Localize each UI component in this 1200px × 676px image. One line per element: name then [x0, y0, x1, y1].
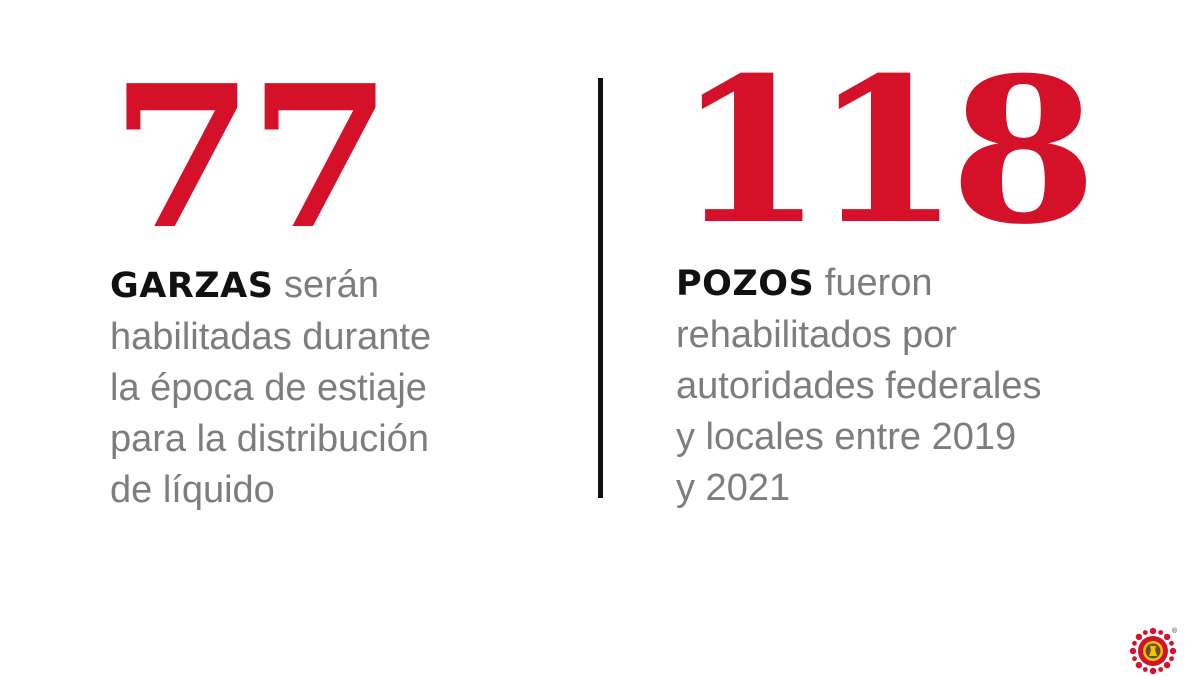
- description-line: habilitadas durante: [110, 316, 432, 358]
- description-line: la época de estiaje: [110, 367, 427, 409]
- stat-number-garzas: 77: [110, 43, 393, 273]
- description-line: autoridades federales: [676, 365, 1042, 407]
- description-line: POZOS fueron: [676, 258, 1176, 310]
- description-line: y locales entre 2019: [676, 416, 1017, 458]
- description-line: y 2021: [676, 467, 791, 509]
- stat-description-pozos: POZOS fueron rehabilitados por autoridad…: [676, 258, 1176, 514]
- stat-garzas: 77 GARZAS serán habilitadas durante la é…: [110, 60, 580, 516]
- sun-seal-icon: [1129, 627, 1177, 675]
- stat-keyword-garzas: GARZAS: [110, 266, 274, 306]
- vertical-divider: [598, 78, 603, 498]
- description-line: de líquido: [110, 469, 275, 511]
- stat-number-pozos: 118: [676, 34, 1097, 269]
- description-line: para la distribución: [110, 418, 429, 460]
- description-text: fueron: [814, 262, 933, 304]
- description-line: rehabilitados por: [676, 314, 957, 356]
- registered-mark: ®: [1172, 628, 1178, 635]
- stat-description-garzas: GARZAS serán habilitadas durante la époc…: [110, 260, 580, 516]
- stat-keyword-pozos: POZOS: [676, 264, 815, 304]
- stat-pozos: 118 POZOS fueron rehabilitados por autor…: [676, 52, 1176, 514]
- description-text: serán: [273, 264, 380, 306]
- description-line: GARZAS serán: [110, 260, 580, 312]
